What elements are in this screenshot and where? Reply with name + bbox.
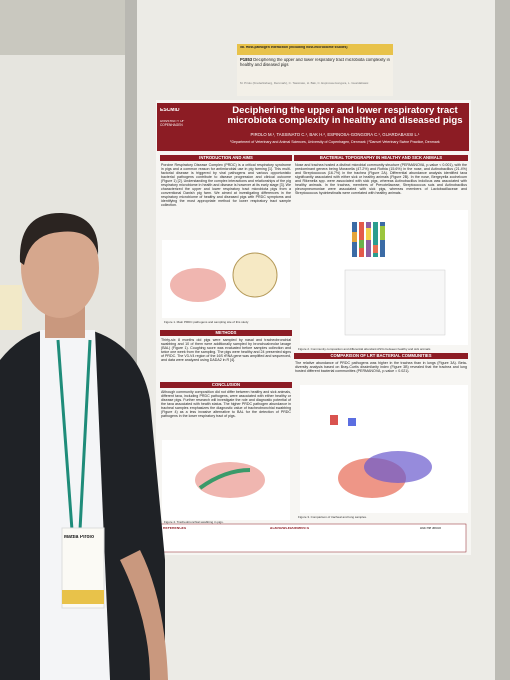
badge-name: Mattia Pirolo (64, 535, 95, 540)
section-heading: METHODS (160, 330, 292, 336)
trachea (198, 468, 251, 490)
section-heading: COMPARISON OF LRT BACTERIAL COMMUNITIES (294, 353, 468, 359)
logo-ucph: UNIVERSITY OF COPENHAGEN (160, 120, 185, 127)
box (330, 415, 338, 425)
badge-band (62, 590, 104, 604)
figure-caption: Figure 3. Comparison of tracheal and lun… (298, 515, 367, 519)
section-heading: CONCLUSION (160, 382, 292, 388)
footer-acknowledgements: ACKNOWLEDGEMENTS (270, 527, 310, 530)
section-heading: INTRODUCTION AND AIMS (160, 155, 292, 161)
section-heading: BACTERIAL TOPOGRAPHY IN HEALTHY AND SICK… (294, 155, 468, 161)
footer-references: REFERENCES (163, 527, 187, 530)
sign-section: 5b. Host-pathogen interaction (including… (240, 46, 348, 49)
section-text: Nose and trachea hosted a distinct micro… (295, 163, 467, 196)
poster-title: Deciphering the upper and lower respirat… (227, 106, 463, 127)
scatter-panel (344, 269, 446, 336)
section-text: The relative abundance of PRDC pathogens… (295, 361, 467, 374)
hand (120, 550, 168, 680)
sign-title-text: Deciphering the upper and lower respirat… (240, 58, 390, 67)
pig-illustration (170, 268, 226, 302)
board-edge (495, 0, 510, 680)
face (21, 218, 99, 318)
hair (19, 212, 99, 265)
section-text: Thirty-six 8 months old pigs were sample… (161, 338, 291, 363)
side-sign (0, 285, 22, 330)
ceiling (0, 0, 130, 55)
figure-caption: Figure 1. Main PRDC pathogens and sampli… (164, 320, 249, 324)
stacked-bars (352, 222, 385, 257)
pig-illustration-2 (195, 462, 265, 498)
footer-ask: Ask me about (420, 527, 441, 530)
section-text: Porcine Respiratory Disease Complex (PRD… (161, 163, 291, 208)
box (348, 418, 356, 426)
poster-header (157, 103, 469, 151)
section-text: Although community composition did not d… (161, 390, 291, 419)
sign-title: P1853 Deciphering the upper and lower re… (240, 58, 390, 67)
figure-caption: Figure 4. Tracheobronchial swabbing in p… (164, 520, 224, 524)
figure-caption: Figure 2. Community composition and diff… (298, 347, 431, 351)
footer (159, 523, 467, 553)
pathogen-circle (232, 252, 278, 298)
lanyard (56, 339, 92, 531)
poster-authors: PIROLO M.¹, TASSINATO C.¹, BAK H.², ESPI… (250, 133, 420, 137)
ordination-ellipse (364, 451, 432, 483)
poster-id: P1853 (240, 58, 253, 62)
sign-band (237, 44, 393, 55)
sign-authors: M. Pirolo (Frederiksberg, Denmark), C. T… (240, 82, 369, 85)
poster-affiliations: ¹Department of Veterinary and Animal Sci… (230, 140, 440, 144)
logo-escmid: ESCMID (160, 108, 180, 113)
